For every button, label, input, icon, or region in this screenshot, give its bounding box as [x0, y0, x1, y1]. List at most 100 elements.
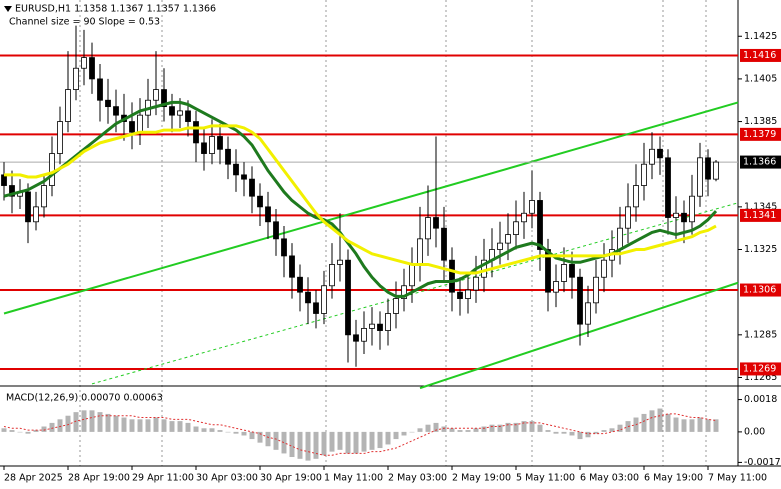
candle-body [329, 264, 335, 287]
candle-body [305, 291, 311, 304]
candle-body [585, 302, 591, 325]
x-tick-label: 30 Apr 19:00 [260, 473, 322, 484]
candle-body [233, 163, 239, 176]
candle-body [41, 185, 47, 208]
macd-bar [273, 431, 279, 450]
macd-bar [121, 417, 127, 432]
macd-bar [265, 431, 271, 447]
candle-body [113, 106, 119, 116]
x-tick-label: 28 Apr 2025 [4, 473, 63, 484]
macd-bar [505, 422, 511, 432]
candle-body [705, 157, 711, 180]
candle-body [297, 276, 303, 293]
macd-bar [569, 431, 575, 436]
y-tick-label: 1.1285 [744, 329, 777, 340]
candle-body [89, 57, 95, 80]
macd-bar [417, 428, 423, 432]
candle-body [641, 163, 647, 186]
candle-body [137, 114, 143, 133]
macd-bar [281, 431, 287, 454]
candle-body [449, 259, 455, 293]
candle-body [241, 174, 247, 180]
macd-bar [609, 428, 615, 432]
macd-bar [465, 430, 471, 432]
macd-bar [81, 410, 87, 432]
macd-bar [353, 431, 359, 454]
candle-body [129, 121, 135, 133]
macd-bar [321, 431, 327, 456]
moving-average-line [3, 100, 718, 298]
candle-body [153, 89, 159, 101]
macd-bar [713, 419, 719, 432]
macd-bar [377, 431, 383, 449]
candle-body [377, 323, 383, 331]
candle-body [49, 153, 55, 186]
level-label: 1.1416 [743, 50, 776, 61]
candle-body [689, 195, 695, 223]
macd-bar [409, 431, 415, 433]
macd-bar [225, 431, 231, 433]
macd-bar [169, 421, 175, 432]
macd-bar [89, 410, 95, 432]
level-label-box [740, 208, 781, 222]
candle-body [673, 212, 679, 218]
macd-bar [193, 426, 199, 432]
macd-bar [177, 421, 183, 432]
x-tick-label: 30 Apr 03:00 [196, 473, 258, 484]
symbol-menu-icon [4, 6, 12, 12]
candle-body [369, 323, 375, 329]
macd-bar [313, 431, 319, 459]
level-label-box [740, 127, 781, 141]
x-tick-label: 5 May 11:00 [516, 473, 575, 484]
candle-body [401, 285, 407, 299]
macd-bar [361, 431, 367, 452]
moving-average-line [4, 124, 717, 275]
macd-bar [449, 428, 455, 432]
x-tick-label: 29 Apr 11:00 [132, 473, 194, 484]
candle-body [81, 57, 87, 69]
level-label: 1.1341 [743, 210, 776, 221]
candle-body [65, 89, 71, 122]
candle-body [337, 259, 343, 265]
candle-body [441, 227, 447, 261]
macd-bar [601, 430, 607, 432]
x-tick-label: 6 May 19:00 [644, 473, 703, 484]
macd-bar [401, 431, 407, 436]
level-label-box [740, 283, 781, 297]
macd-bar [513, 422, 519, 432]
candle-body [185, 110, 191, 122]
candle-body [161, 89, 167, 108]
macd-bar [393, 431, 399, 440]
candle-body [529, 200, 535, 214]
candle-body [201, 142, 207, 154]
candle-body [561, 264, 567, 282]
candle-body [697, 157, 703, 197]
macd-bar [33, 430, 39, 432]
channel-line [91, 202, 739, 385]
candle-body [417, 238, 423, 265]
candle-body [497, 242, 503, 250]
macd-bar [617, 424, 623, 432]
macd-bar [113, 415, 119, 432]
channel-line [3, 101, 739, 315]
chart-title: EURUSD,H1 1.1358 1.1367 1.1357 1.1366 [15, 4, 216, 15]
candle-body [57, 121, 63, 154]
macd-bar [345, 431, 351, 454]
candle-body [649, 148, 655, 165]
candle-body [209, 136, 215, 154]
chart-subtitle: Channel size = 90 Slope = 0.53 [9, 17, 160, 28]
macd-bar [305, 431, 311, 461]
y-tick-label: 1.1425 [744, 31, 777, 42]
candle-body [521, 212, 527, 223]
candle-body [633, 185, 639, 208]
macd-bar [385, 431, 391, 445]
y-tick-label: 1.1345 [744, 201, 777, 212]
candle-body [353, 334, 359, 342]
x-tick-label: 2 May 19:00 [452, 473, 511, 484]
macd-bar [529, 421, 535, 432]
x-tick-label: 6 May 03:00 [580, 473, 639, 484]
macd-bar [233, 431, 239, 434]
level-label: 1.1306 [743, 285, 776, 296]
candle-body [681, 212, 687, 223]
